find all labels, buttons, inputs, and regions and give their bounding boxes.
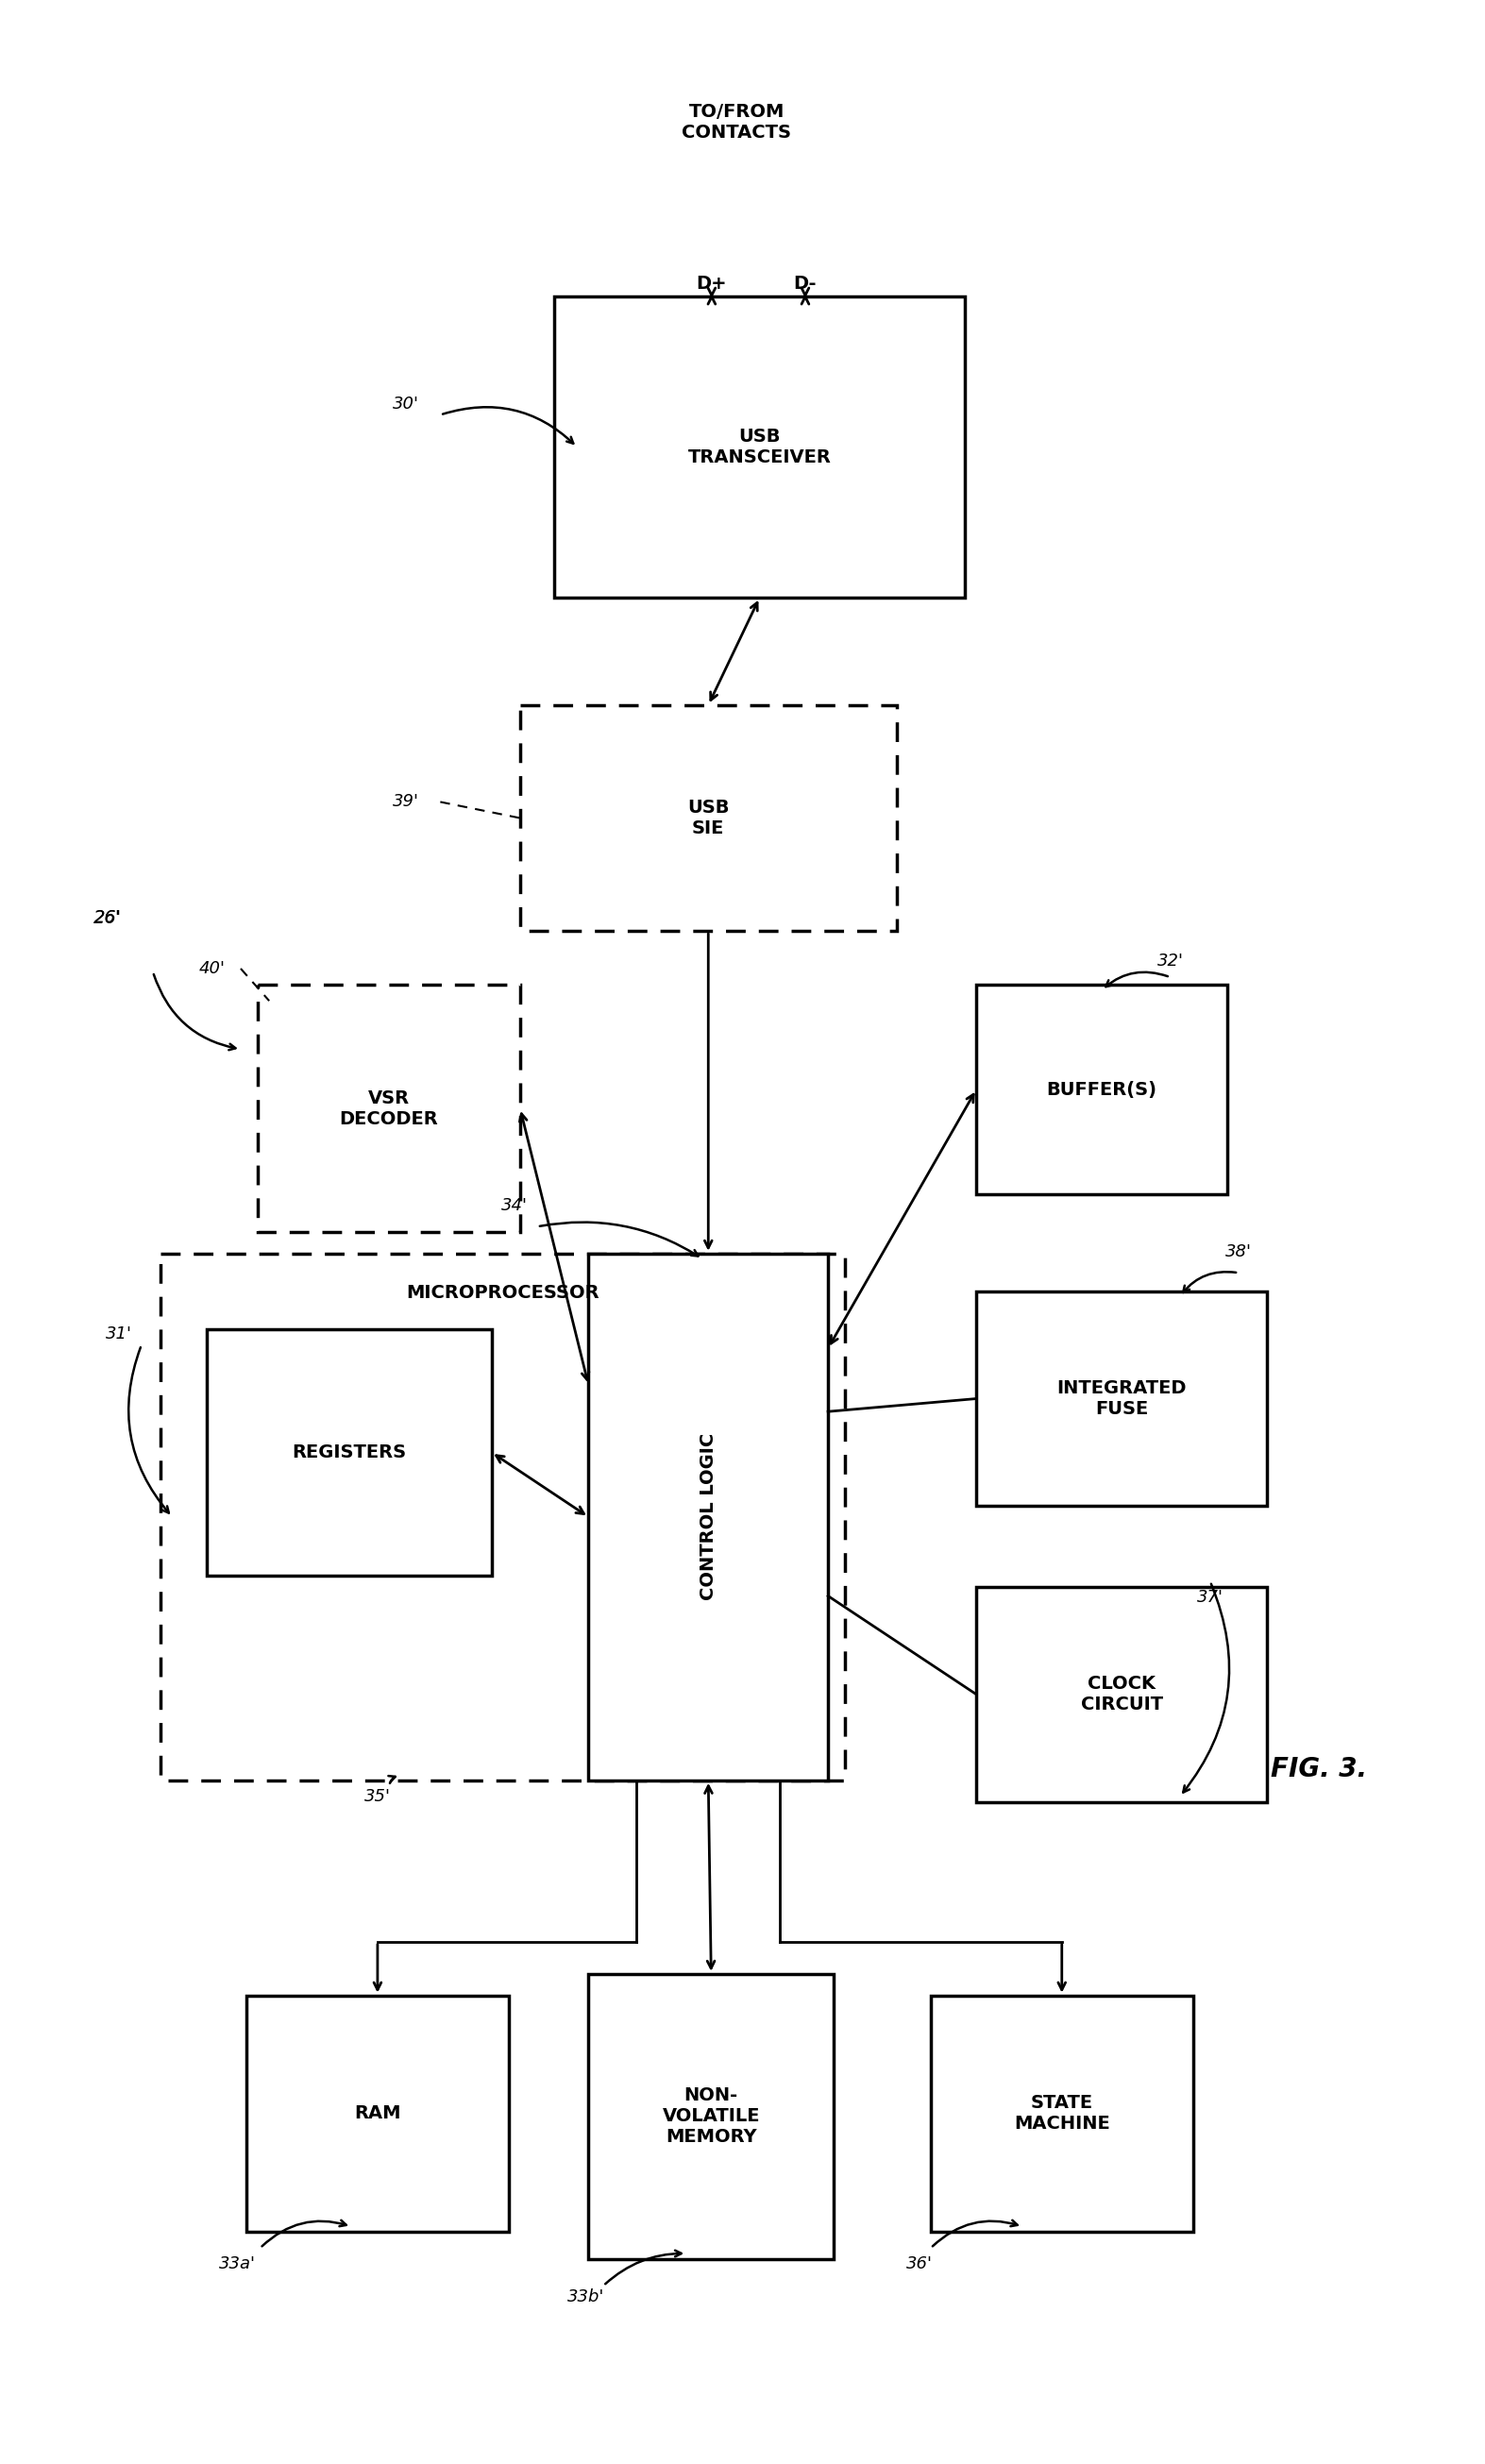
Bar	[976, 986, 1227, 1195]
Text: VSR
DECODER: VSR DECODER	[340, 1089, 438, 1129]
Bar	[976, 1587, 1267, 1801]
Text: FIG. 3.: FIG. 3.	[1270, 1757, 1366, 1784]
Bar	[588, 1974, 833, 2259]
Text: STATE
MACHINE: STATE MACHINE	[1014, 2094, 1109, 2134]
Text: 26': 26'	[94, 909, 120, 926]
Bar	[976, 1291, 1267, 1506]
Bar	[931, 1996, 1192, 2232]
Text: USB
TRANSCEIVER: USB TRANSCEIVER	[688, 429, 832, 466]
Text: 30': 30'	[394, 397, 419, 411]
Text: D+: D+	[696, 274, 728, 293]
Text: 33b': 33b'	[567, 2289, 604, 2304]
Text: USB
SIE: USB SIE	[688, 798, 729, 838]
Text: 38': 38'	[1225, 1242, 1252, 1259]
Text: INTEGRATED
FUSE: INTEGRATED FUSE	[1057, 1380, 1187, 1417]
Text: 37': 37'	[1197, 1589, 1224, 1607]
Text: REGISTERS: REGISTERS	[293, 1444, 407, 1461]
Text: 39': 39'	[394, 793, 419, 811]
Text: 36': 36'	[906, 2255, 933, 2272]
Text: 31': 31'	[105, 1326, 132, 1343]
Text: 40': 40'	[199, 961, 226, 978]
Text: 35': 35'	[364, 1789, 391, 1806]
Text: D-: D-	[793, 274, 817, 293]
Text: CLOCK
CIRCUIT: CLOCK CIRCUIT	[1081, 1676, 1163, 1712]
Text: TO/FROM
CONTACTS: TO/FROM CONTACTS	[682, 103, 792, 143]
Text: 33a': 33a'	[218, 2255, 255, 2272]
Bar	[206, 1328, 492, 1577]
Text: 26': 26'	[94, 909, 122, 926]
Bar	[160, 1254, 845, 1781]
Text: 34': 34'	[500, 1198, 527, 1215]
Text: MICROPROCESSOR: MICROPROCESSOR	[407, 1284, 600, 1301]
Text: RAM: RAM	[355, 2104, 401, 2122]
Bar	[520, 705, 897, 931]
Text: BUFFER(S): BUFFER(S)	[1047, 1082, 1157, 1099]
Text: CONTROL LOGIC: CONTROL LOGIC	[699, 1434, 717, 1602]
Text: NON-
VOLATILE
MEMORY: NON- VOLATILE MEMORY	[662, 2087, 760, 2146]
Text: 32': 32'	[1157, 954, 1184, 968]
Bar	[247, 1996, 509, 2232]
Bar	[554, 296, 965, 599]
Bar	[258, 986, 520, 1232]
Bar	[588, 1254, 829, 1781]
